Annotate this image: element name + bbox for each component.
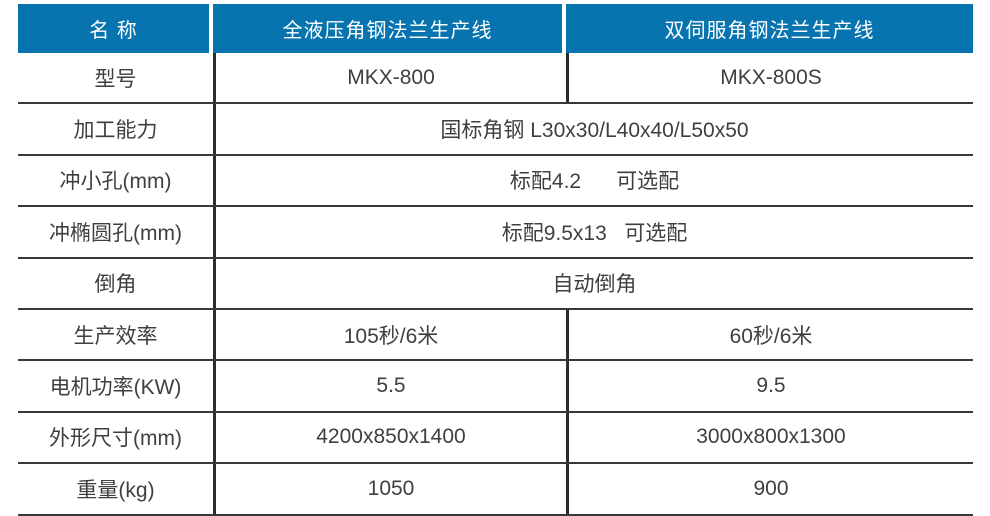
table-row-efficiency: 生产效率 105秒/6米 60秒/6米 <box>18 309 973 362</box>
row-label: 生产效率 <box>73 324 158 348</box>
table-row-small-hole: 冲小孔(mm) 标配4.2 可选配 <box>18 155 973 208</box>
row-label: 倒角 <box>94 273 137 297</box>
table-row-model: 型号 MKX-800 MKX-800S <box>18 53 973 105</box>
value-cell: 9.5 <box>566 361 973 411</box>
table-row-motor-power: 电机功率(KW) 5.5 9.5 <box>18 361 973 413</box>
table-header-row: 名 称 全液压角钢法兰生产线 双伺服角钢法兰生产线 <box>18 4 973 53</box>
row-label: 重量(kg) <box>76 478 155 502</box>
value-cell: 900 <box>566 464 973 514</box>
header-cell-product2: 双伺服角钢法兰生产线 <box>566 4 973 53</box>
header-cell-name: 名 称 <box>18 4 213 53</box>
value-cell: 自动倒角 <box>213 258 973 308</box>
value-cell: 1050 <box>213 464 566 514</box>
table-row-weight: 重量(kg) 1050 900 <box>18 464 973 516</box>
value-cell: 3000x800x1300 <box>566 412 973 463</box>
value-cell: 5.5 <box>213 361 566 411</box>
value-cell: 60秒/6米 <box>566 309 973 360</box>
value-cell: 国标角钢 L30x30/L40x40/L50x50 <box>213 104 973 154</box>
row-label: 型号 <box>94 67 137 91</box>
table-row-dimensions: 外形尺寸(mm) 4200x850x1400 3000x800x1300 <box>18 412 973 465</box>
value-cell: MKX-800 <box>213 53 566 103</box>
table-row-oval-hole: 冲椭圆孔(mm) 标配9.5x13 可选配 <box>18 207 973 259</box>
row-label: 外形尺寸(mm) <box>49 427 182 451</box>
product-spec-table: 名 称 全液压角钢法兰生产线 双伺服角钢法兰生产线 型号 MKX-800 MKX… <box>18 4 973 516</box>
value-cell: 标配9.5x13 可选配 <box>213 207 973 257</box>
value-cell: 105秒/6米 <box>213 309 566 360</box>
table-row-capacity: 加工能力 国标角钢 L30x30/L40x40/L50x50 <box>18 104 973 156</box>
row-label: 冲椭圆孔(mm) <box>49 221 182 245</box>
row-label: 加工能力 <box>73 119 158 143</box>
table-row-chamfer: 倒角 自动倒角 <box>18 258 973 310</box>
header-cell-product1: 全液压角钢法兰生产线 <box>213 4 566 53</box>
row-label: 电机功率(KW) <box>49 376 182 400</box>
row-label: 冲小孔(mm) <box>59 170 172 194</box>
value-cell: 标配4.2 可选配 <box>213 155 973 206</box>
value-cell: MKX-800S <box>566 53 973 103</box>
value-cell: 4200x850x1400 <box>213 412 566 463</box>
